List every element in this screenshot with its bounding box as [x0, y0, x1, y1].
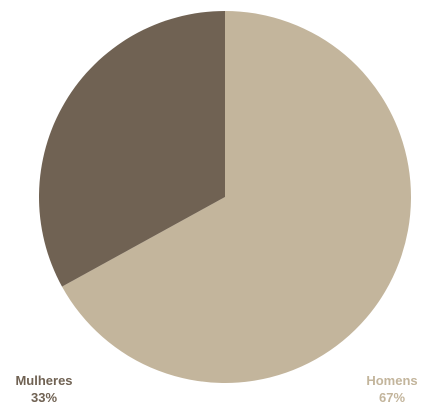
slice-label-homens-value: 67%	[378, 390, 406, 405]
slice-label-homens-name: Homens	[366, 373, 418, 388]
slice-label-mulheres: Mulheres 33%	[8, 372, 80, 406]
slice-label-mulheres-value: 33%	[30, 390, 58, 405]
pie-slice-mulheres	[39, 11, 226, 287]
pie-slice-homens	[62, 11, 412, 383]
slice-label-homens: Homens 67%	[360, 372, 424, 406]
slice-label-mulheres-name: Mulheres	[15, 373, 73, 388]
